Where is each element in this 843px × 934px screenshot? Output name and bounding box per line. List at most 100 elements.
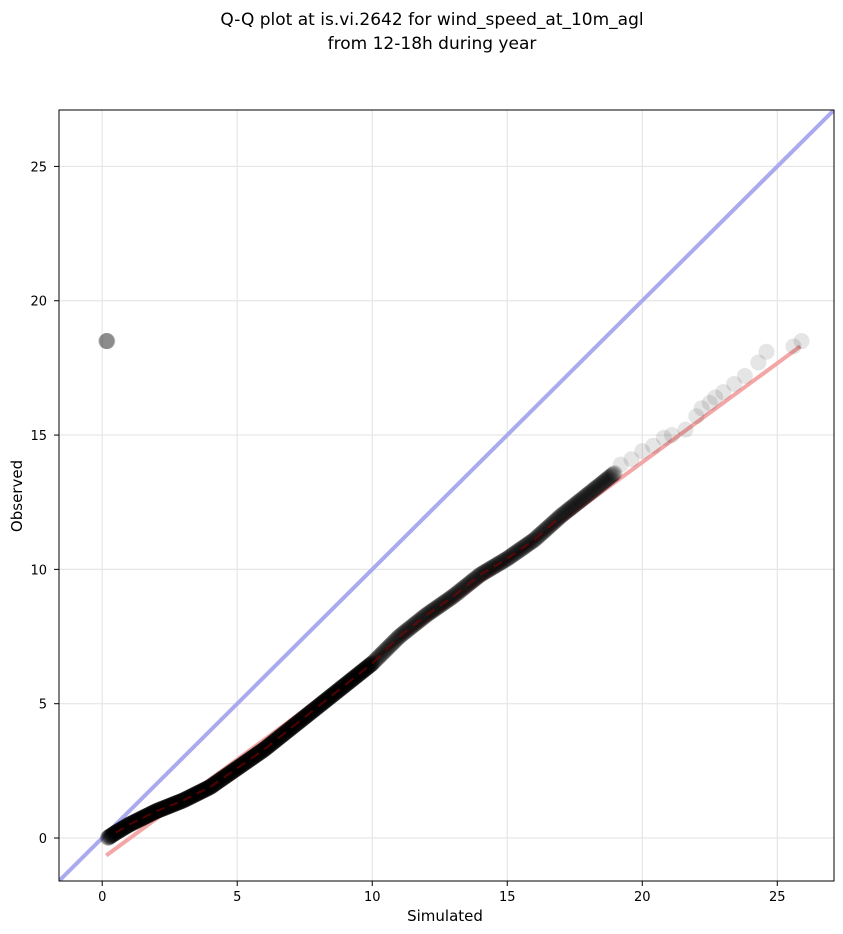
fit-line-overlay: [466, 578, 476, 587]
data-point: [173, 793, 190, 810]
data-point: [568, 495, 585, 512]
axis-ticks: 0 5 10 15 20 25 0 5 10 15 20 25: [30, 160, 785, 905]
data-point: [183, 788, 200, 805]
data-point: [187, 786, 204, 803]
data-point: [553, 507, 570, 524]
data-point: [574, 491, 591, 508]
fit-line-overlay: [425, 608, 435, 616]
data-point: [482, 560, 499, 577]
fit-line-overlay: [439, 599, 449, 607]
data-point: [560, 502, 577, 519]
data-point: [144, 805, 161, 822]
identity-line: [59, 110, 834, 881]
plot-frame: [58, 109, 835, 882]
fit-line-overlay: [479, 569, 489, 576]
data-point: [569, 494, 586, 511]
data-point: [156, 799, 173, 816]
data-point: [701, 394, 718, 411]
data-point: [200, 779, 217, 796]
data-point: [481, 561, 498, 578]
data-point: [588, 479, 605, 496]
data-point: [201, 779, 218, 796]
data-point: [105, 826, 122, 843]
data-point: [584, 482, 601, 499]
data-point: [159, 798, 176, 815]
fit-line-overlay: [196, 788, 206, 795]
data-point: [107, 824, 124, 841]
fit-line-overlay: [533, 531, 544, 541]
x-tick-label: 20: [634, 890, 651, 905]
data-point: [174, 792, 191, 809]
data-point: [116, 819, 133, 836]
data-point: [758, 343, 775, 360]
data-point: [570, 493, 587, 510]
data-point: [116, 819, 133, 836]
data-point: [736, 367, 753, 384]
fit-line-overlay: [209, 780, 219, 788]
data-point: [497, 551, 514, 568]
data-point: [197, 781, 214, 798]
data-point: [184, 787, 201, 804]
fit-line-overlay: [263, 742, 273, 751]
data-point: [557, 503, 574, 520]
data-point: [604, 467, 621, 484]
data-point: [496, 552, 513, 569]
fit-line-overlay: [371, 654, 382, 665]
data-point: [102, 828, 119, 845]
data-point: [581, 485, 598, 502]
data-point: [198, 780, 215, 797]
data-point: [130, 812, 147, 829]
fit-line-overlay: [115, 826, 125, 834]
data-point: [170, 794, 187, 811]
x-tick-label: 5: [233, 890, 241, 905]
data-point: [170, 794, 187, 811]
data-point: [555, 505, 572, 522]
data-point: [597, 472, 614, 489]
data-point: [173, 792, 190, 809]
data-point: [571, 492, 588, 509]
data-point: [715, 384, 732, 401]
y-tick-label: 5: [39, 698, 47, 713]
data-point: [145, 804, 162, 821]
data-point: [793, 333, 810, 350]
data-point: [199, 780, 216, 797]
data-point: [131, 811, 148, 828]
data-point: [201, 779, 218, 796]
data-point: [198, 780, 215, 797]
fit-line-overlay: [128, 819, 138, 826]
data-point: [552, 508, 569, 525]
data-point: [101, 828, 118, 845]
data-point: [160, 798, 177, 815]
fit-line-overlay: [317, 699, 327, 708]
data-point: [171, 793, 188, 810]
fit-line-overlay: [169, 801, 179, 807]
fit-line-overlay: [290, 720, 300, 729]
data-point: [187, 786, 204, 803]
data-point: [606, 465, 623, 482]
x-tick-label: 15: [499, 890, 516, 905]
data-point: [591, 477, 608, 494]
data-point: [495, 553, 512, 570]
data-point: [159, 798, 176, 815]
data-point: [102, 828, 119, 845]
fit-line-overlay: [398, 629, 408, 638]
data-point: [103, 827, 120, 844]
data-point: [106, 825, 123, 842]
fit-line-overlay: [182, 795, 192, 802]
fit-line-overlay: [304, 709, 314, 718]
data-point: [645, 437, 662, 454]
data-point: [185, 787, 202, 804]
data-point: [589, 479, 606, 496]
data-point: [98, 333, 115, 350]
fit-line-overlay: [236, 761, 246, 769]
data-point: [484, 559, 501, 576]
data-point: [132, 811, 149, 828]
data-point: [117, 819, 134, 836]
data-point: [582, 484, 599, 501]
fit-line-overlay: [277, 731, 287, 740]
fit-line-overlay: [547, 519, 557, 529]
data-point: [593, 475, 610, 492]
data-point: [726, 376, 743, 393]
data-point: [575, 490, 592, 507]
data-point: [594, 474, 611, 491]
